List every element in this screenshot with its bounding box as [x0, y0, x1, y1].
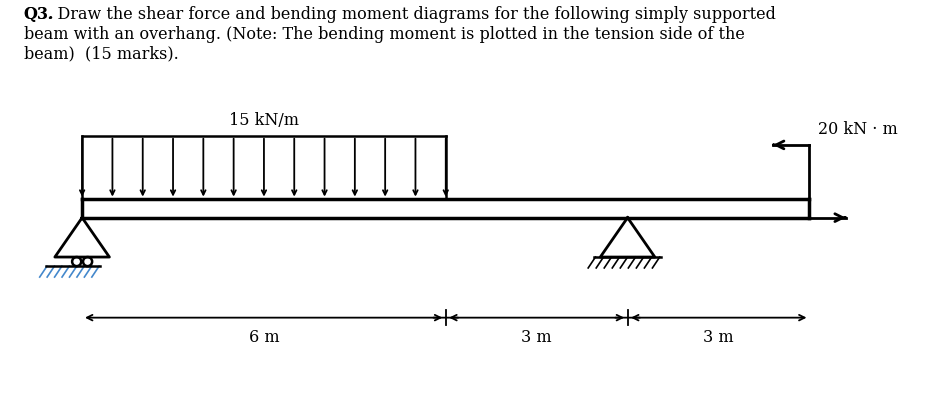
Text: 3 m: 3 m [703, 328, 734, 345]
Text: 3 m: 3 m [522, 328, 552, 345]
Text: 15 kN/m: 15 kN/m [229, 111, 299, 128]
Text: Q3. Draw the shear force and bending moment diagrams for the following simply su: Q3. Draw the shear force and bending mom… [24, 6, 775, 62]
Text: 20 kN · m: 20 kN · m [819, 121, 899, 138]
Text: Q3.: Q3. [24, 6, 54, 23]
Text: 6 m: 6 m [248, 328, 279, 345]
